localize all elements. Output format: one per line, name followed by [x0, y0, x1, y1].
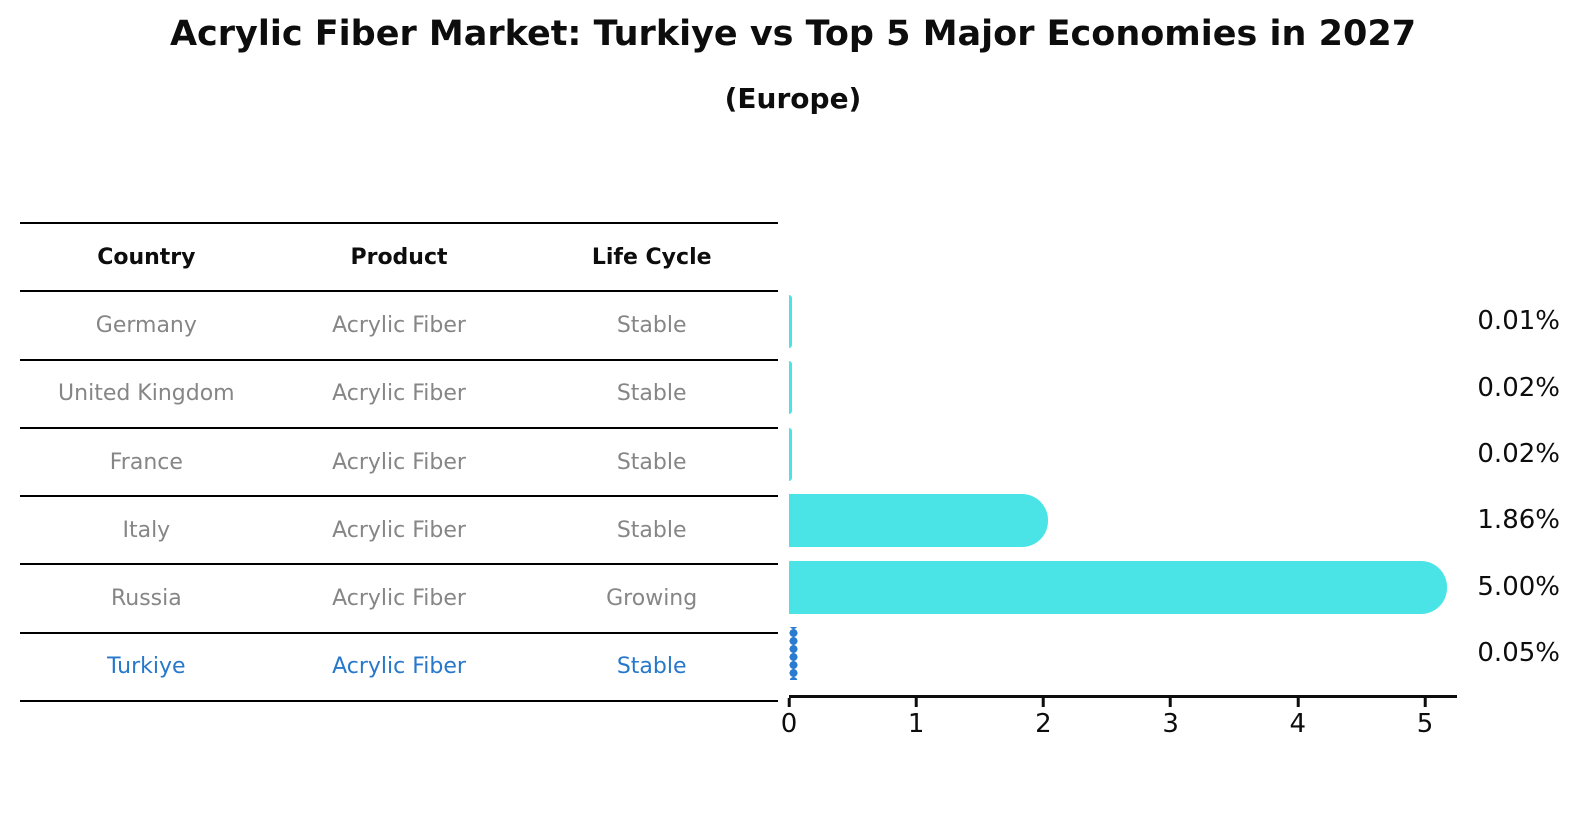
table-cell-lifecycle: Stable [616, 517, 687, 543]
bar [789, 361, 792, 415]
table-row-russia: Russia Acrylic Fiber Growing [20, 563, 778, 631]
table-row-france: France Acrylic Fiber Stable [20, 426, 778, 495]
x-axis-tick: 5 [1416, 698, 1434, 739]
table-cell-lifecycle: Stable [616, 654, 687, 680]
table-cell-lifecycle: Stable [616, 449, 687, 475]
table-cell-country: France [109, 449, 183, 475]
chart-title: Acrylic Fiber Market: Turkiye vs Top 5 M… [169, 14, 1417, 54]
table-cell-product: Acrylic Fiber [332, 449, 466, 475]
table-row-united-kingdom: United Kingdom Acrylic Fiber Stable [20, 358, 778, 427]
bar [789, 427, 792, 481]
x-axis-tick-label: 4 [1289, 709, 1307, 739]
x-axis-tick-label: 5 [1416, 709, 1434, 739]
table-cell-product: Acrylic Fiber [332, 312, 466, 338]
bar-value-label: 0.02% [1477, 439, 1560, 470]
bar [789, 295, 792, 348]
x-axis-tick-mark [1296, 698, 1300, 707]
table-cell-country: Germany [95, 312, 197, 338]
table-cell-product: Acrylic Fiber [332, 654, 466, 680]
x-axis-tick: 0 [780, 698, 798, 739]
table-cell-country: United Kingdom [58, 381, 235, 407]
table-header-cell: Life Cycle [591, 244, 712, 270]
table-cell-lifecycle: Growing [606, 586, 698, 612]
table-cell-country: Russia [110, 586, 182, 612]
table-cell-product: Acrylic Fiber [332, 381, 466, 407]
bar-value-label: 1.86% [1477, 505, 1560, 536]
bar-row-germany: 0.01% [789, 288, 1560, 354]
table-header-cell: Country [97, 244, 196, 270]
table-cell-lifecycle: Stable [616, 381, 687, 407]
table-header-cell: Product [350, 244, 448, 270]
x-axis-tick-mark [1169, 698, 1173, 707]
table-cell-country: Italy [122, 517, 171, 543]
bar [789, 494, 1048, 548]
bar-value-label: 0.02% [1477, 372, 1560, 403]
bar-value-label: 0.05% [1477, 638, 1560, 669]
x-axis-tick-label: 0 [780, 709, 798, 739]
table-header-row: Country Product Life Cycle [20, 222, 778, 290]
bar-row-united-kingdom: 0.02% [789, 354, 1560, 420]
x-axis-tick: 1 [907, 698, 925, 739]
bar [789, 560, 1447, 614]
table-row-turkiye: Turkiye Acrylic Fiber Stable [20, 631, 778, 700]
x-axis-tick-label: 1 [907, 709, 925, 739]
bar-plot: 0.01% 0.02% 0.02% 1.86% 5.00% 0.05% [789, 288, 1560, 687]
table-body: Germany Acrylic Fiber Stable United King… [20, 290, 778, 700]
x-axis-tick-mark [914, 698, 918, 707]
table-cell-product: Acrylic Fiber [332, 517, 466, 543]
x-axis-tick-label: 3 [1162, 709, 1179, 739]
bar-row-italy: 1.86% [789, 487, 1560, 553]
table-cell-lifecycle: Stable [616, 312, 687, 338]
table-row-italy: Italy Acrylic Fiber Stable [20, 495, 778, 563]
bar-highlight-dotted [789, 627, 798, 681]
x-axis-tick-label: 2 [1035, 709, 1052, 739]
table-row-germany: Germany Acrylic Fiber Stable [20, 290, 778, 358]
x-axis-line [789, 695, 1457, 698]
x-axis-tick: 3 [1162, 698, 1179, 739]
chart-subtitle: (Europe) [724, 82, 862, 115]
bar-row-france: 0.02% [789, 421, 1560, 487]
bar-row-turkiye: 0.05% [789, 620, 1560, 686]
table-cell-country: Turkiye [107, 654, 186, 680]
x-axis-tick-mark [1041, 698, 1045, 707]
x-axis: 0 1 2 3 4 5 [781, 695, 1457, 755]
bar-value-label: 0.01% [1477, 306, 1560, 337]
x-axis-tick: 4 [1289, 698, 1307, 739]
bar-row-russia: 5.00% [789, 554, 1560, 620]
table-cell-product: Acrylic Fiber [332, 586, 466, 612]
country-table: Country Product Life Cycle Germany Acrylic… [20, 222, 778, 703]
x-axis-tick-mark [1423, 698, 1427, 707]
x-axis-tick-mark [787, 698, 791, 707]
bar-value-label: 5.00% [1477, 571, 1560, 602]
x-axis-tick: 2 [1035, 698, 1052, 739]
